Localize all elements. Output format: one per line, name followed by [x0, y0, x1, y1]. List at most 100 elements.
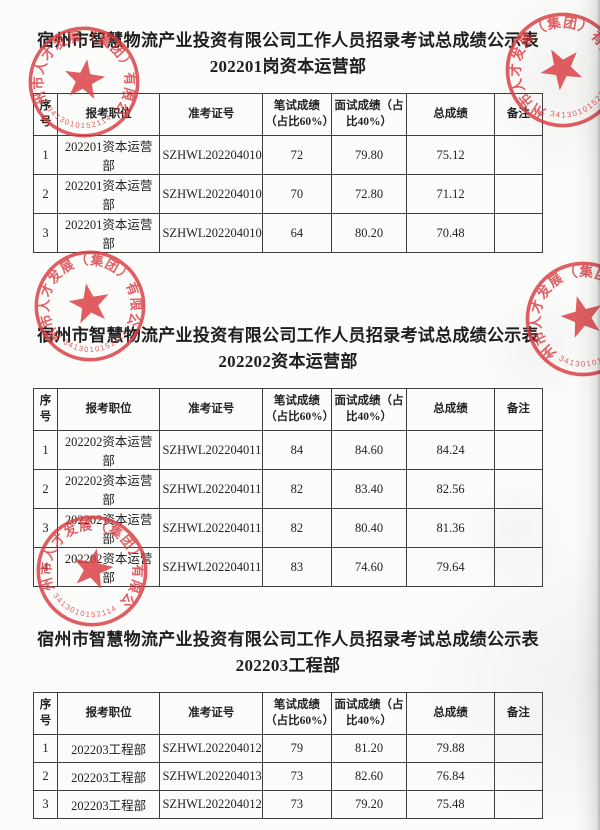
score-section: 宿州市智慧物流产业投资有限公司工作人员招录考试总成绩公示表 202202资本运营部… — [33, 323, 544, 587]
interview-score-cell: 81.20 — [330, 734, 408, 763]
remark-cell — [493, 762, 544, 791]
column-header: 准考证号 — [159, 692, 264, 735]
written-score-cell: 70 — [262, 174, 332, 214]
sections: 宿州市智慧物流产业投资有限公司工作人员招录考试总成绩公示表 202201岗资本运营… — [33, 28, 544, 819]
table-row: 1 202202资本运营部 SZHWL2022040118 84 84.60 84.24 — [33, 430, 544, 470]
ticket-number-cell: SZHWL2022040122 — [159, 734, 264, 763]
column-header: 笔试成绩（占比60%） — [262, 93, 332, 136]
position-cell: 202201资本运营部 — [56, 213, 161, 253]
column-header: 面试成绩（占比40%） — [330, 692, 408, 735]
remark-cell — [493, 174, 544, 214]
position-cell: 202203工程部 — [56, 734, 161, 763]
remark-cell — [493, 547, 544, 587]
position-cell: 202202资本运营部 — [56, 430, 161, 470]
table-row: 2 202201资本运营部 SZHWL2022040102 70 72.80 71.12 — [33, 174, 544, 214]
column-header: 笔试成绩（占比60%） — [262, 692, 332, 735]
seal-code-text: 3413010152114 — [556, 337, 600, 376]
score-table: 序号 报考职位 准考证号 笔试成绩（占比60%） 面试成绩（占比40%） 总成绩 备注 1 20… — [33, 388, 544, 587]
total-score-cell: 75.48 — [406, 790, 495, 819]
section-title-line1: 宿州市智慧物流产业投资有限公司工作人员招录考试总成绩公示表 — [37, 31, 539, 50]
table-row: 4 202202资本运营部 SZHWL2022040112 83 74.60 79.64 — [33, 547, 544, 587]
interview-score-cell: 79.20 — [330, 790, 408, 819]
ticket-number-cell: SZHWL2022040101 — [159, 213, 264, 253]
serial-cell: 4 — [33, 547, 58, 587]
written-score-cell: 82 — [262, 469, 332, 509]
serial-cell: 1 — [33, 734, 58, 763]
seal-code-text: 3413010152114 — [546, 76, 600, 131]
column-header: 序号 — [33, 388, 58, 431]
table-row: 1 202203工程部 SZHWL2022040122 79 81.20 79.88 — [33, 734, 544, 763]
table-row: 2 202202资本运营部 SZHWL2022040113 82 83.40 82.56 — [33, 469, 544, 509]
section-title: 宿州市智慧物流产业投资有限公司工作人员招录考试总成绩公示表 202203工程部 — [33, 627, 543, 679]
total-score-cell: 71.12 — [406, 174, 495, 214]
section-title-line1: 宿州市智慧物流产业投资有限公司工作人员招录考试总成绩公示表 — [37, 326, 539, 345]
total-score-cell: 82.56 — [406, 469, 495, 509]
ticket-number-cell: SZHWL2022040130 — [159, 762, 264, 791]
total-score-cell: 81.36 — [406, 508, 495, 548]
table-row: 3 202201资本运营部 SZHWL2022040101 64 80.20 70.48 — [33, 213, 544, 253]
score-section: 宿州市智慧物流产业投资有限公司工作人员招录考试总成绩公示表 202201岗资本运营… — [33, 28, 544, 253]
written-score-cell: 84 — [262, 430, 332, 470]
interview-score-cell: 72.80 — [330, 174, 408, 214]
position-cell: 202202资本运营部 — [56, 469, 161, 509]
position-cell: 202201资本运营部 — [56, 135, 161, 175]
written-score-cell: 82 — [262, 508, 332, 548]
column-header: 序号 — [33, 692, 58, 735]
table-row: 2 202203工程部 SZHWL2022040130 73 82.60 76.84 — [33, 762, 544, 791]
interview-score-cell: 82.60 — [330, 762, 408, 791]
column-header: 总成绩 — [406, 692, 495, 735]
serial-cell: 2 — [33, 762, 58, 791]
interview-score-cell: 80.40 — [330, 508, 408, 548]
remark-cell — [493, 734, 544, 763]
column-header: 报考职位 — [56, 93, 161, 136]
section-title: 宿州市智慧物流产业投资有限公司工作人员招录考试总成绩公示表 202201岗资本运营… — [33, 28, 543, 80]
total-score-cell: 76.84 — [406, 762, 495, 791]
ticket-number-cell: SZHWL2022040104 — [159, 135, 264, 175]
serial-cell: 2 — [33, 174, 58, 214]
serial-cell: 3 — [33, 790, 58, 819]
column-header: 准考证号 — [159, 388, 264, 431]
score-table: 序号 报考职位 准考证号 笔试成绩（占比60%） 面试成绩（占比40%） 总成绩 备注 1 20… — [33, 93, 544, 253]
table-row: 3 202203工程部 SZHWL2022040123 73 79.20 75.48 — [33, 790, 544, 819]
written-score-cell: 64 — [262, 213, 332, 253]
ticket-number-cell: SZHWL2022040123 — [159, 790, 264, 819]
serial-cell: 2 — [33, 469, 58, 509]
header-row: 序号 报考职位 准考证号 笔试成绩（占比60%） 面试成绩（占比40%） 总成绩 备注 — [33, 388, 544, 431]
total-score-cell: 79.64 — [406, 547, 495, 587]
column-header: 总成绩 — [406, 388, 495, 431]
svg-text:3413010152114: 3413010152114 — [556, 337, 600, 376]
written-score-cell: 73 — [262, 790, 332, 819]
remark-cell — [493, 790, 544, 819]
column-header: 备注 — [493, 388, 544, 431]
column-header: 序号 — [33, 93, 58, 136]
remark-cell — [493, 430, 544, 470]
ticket-number-cell: SZHWL2022040113 — [159, 469, 264, 509]
page-edge-shadow — [574, 0, 600, 830]
remark-cell — [493, 135, 544, 175]
section-title-line2: 202202资本运营部 — [218, 352, 358, 371]
position-cell: 202202资本运营部 — [56, 547, 161, 587]
position-cell: 202203工程部 — [56, 790, 161, 819]
interview-score-cell: 79.80 — [330, 135, 408, 175]
total-score-cell: 79.88 — [406, 734, 495, 763]
score-table: 序号 报考职位 准考证号 笔试成绩（占比60%） 面试成绩（占比40%） 总成绩 备注 1 20… — [33, 692, 544, 819]
section-title: 宿州市智慧物流产业投资有限公司工作人员招录考试总成绩公示表 202202资本运营部 — [33, 323, 543, 375]
remark-cell — [493, 213, 544, 253]
svg-text:3413010152114: 3413010152114 — [546, 76, 600, 131]
total-score-cell: 84.24 — [406, 430, 495, 470]
serial-cell: 3 — [33, 213, 58, 253]
column-header: 总成绩 — [406, 93, 495, 136]
interview-score-cell: 74.60 — [330, 547, 408, 587]
written-score-cell: 83 — [262, 547, 332, 587]
serial-cell: 1 — [33, 135, 58, 175]
table-row: 1 202201资本运营部 SZHWL2022040104 72 79.80 75.12 — [33, 135, 544, 175]
remark-cell — [493, 508, 544, 548]
position-cell: 202201资本运营部 — [56, 174, 161, 214]
ticket-number-cell: SZHWL2022040102 — [159, 174, 264, 214]
section-title-line2: 202203工程部 — [235, 656, 341, 675]
total-score-cell: 75.12 — [406, 135, 495, 175]
position-cell: 202202资本运营部 — [56, 508, 161, 548]
written-score-cell: 73 — [262, 762, 332, 791]
section-title-line1: 宿州市智慧物流产业投资有限公司工作人员招录考试总成绩公示表 — [37, 630, 539, 649]
